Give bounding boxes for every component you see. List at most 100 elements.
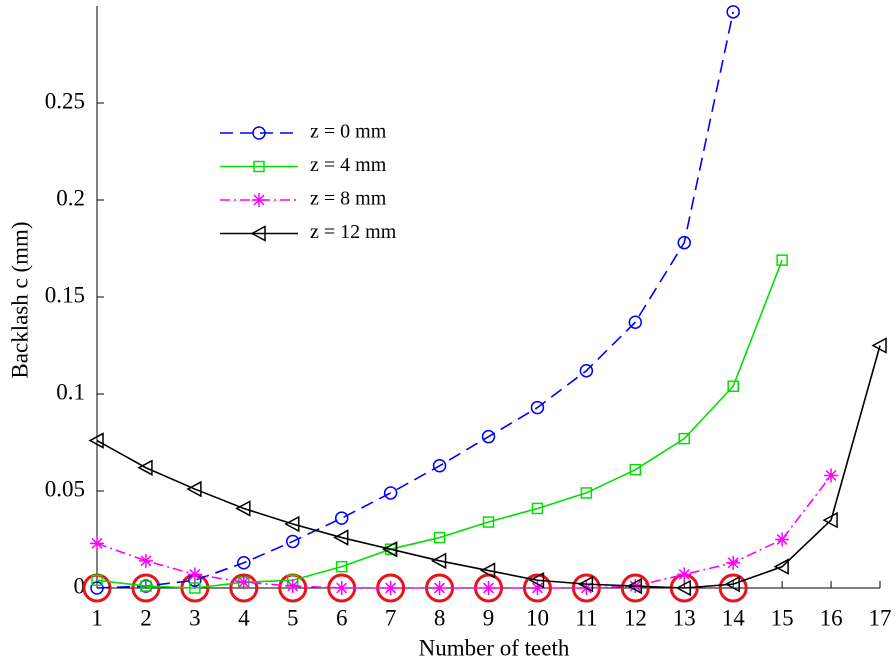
point — [580, 487, 593, 499]
legend-marker — [252, 126, 266, 140]
point — [432, 581, 447, 595]
x-tick-label: 14 — [722, 605, 746, 630]
x-tick-label: 9 — [483, 605, 495, 630]
x-tick-label: 12 — [624, 605, 647, 630]
point — [189, 582, 201, 594]
point — [235, 500, 251, 517]
point — [384, 543, 397, 555]
legend-marker — [252, 193, 266, 207]
point — [140, 580, 152, 592]
point — [577, 575, 594, 593]
x-tick-label: 16 — [820, 605, 843, 630]
x-tick-label: 15 — [771, 605, 794, 630]
point — [626, 577, 643, 595]
point — [285, 579, 300, 594]
y-tick-label: 0.1 — [56, 379, 85, 404]
point — [481, 429, 496, 444]
legend-label: z = 8 mm — [310, 188, 387, 210]
highlight-circle — [718, 573, 748, 603]
point — [824, 468, 839, 483]
point — [383, 581, 398, 595]
point — [333, 529, 349, 546]
point — [727, 380, 739, 392]
y-tick-label: 0.15 — [45, 282, 85, 307]
point — [430, 552, 447, 570]
y-axis-label: Backlash c (mm) — [7, 221, 32, 378]
point — [91, 574, 103, 586]
point — [137, 459, 153, 476]
x-tick-label: 2 — [140, 605, 152, 630]
point — [726, 555, 741, 570]
x-tick-label: 17 — [869, 605, 892, 630]
highlight-circle — [131, 573, 161, 603]
point — [90, 581, 104, 595]
series-line — [96, 259, 783, 589]
point — [530, 581, 545, 595]
point — [90, 536, 104, 551]
point — [236, 575, 251, 590]
y-tick-label: 0.05 — [45, 476, 85, 501]
point — [138, 553, 153, 568]
point — [187, 567, 202, 582]
highlight-circle — [229, 573, 259, 603]
y-tick-label: 0 — [74, 573, 86, 598]
point — [479, 562, 496, 579]
point — [775, 532, 790, 547]
x-tick-label: 13 — [673, 605, 696, 630]
point — [334, 581, 349, 595]
point — [335, 560, 348, 573]
point — [871, 337, 887, 354]
point — [773, 558, 789, 575]
point — [382, 540, 398, 558]
y-tick-label: 0.25 — [45, 88, 85, 113]
point — [579, 363, 594, 378]
x-axis-label: Number of teeth — [419, 635, 570, 660]
point — [675, 579, 691, 597]
point — [628, 315, 643, 329]
point — [776, 254, 788, 266]
x-tick-label: 3 — [189, 605, 201, 630]
point — [629, 463, 642, 476]
point — [432, 459, 447, 473]
point — [528, 571, 545, 589]
point — [237, 556, 251, 570]
y-tick-label: 0.2 — [56, 185, 85, 210]
point — [284, 515, 300, 533]
point — [677, 235, 691, 250]
x-tick-label: 6 — [336, 605, 348, 630]
highlight-circle — [522, 573, 552, 603]
point — [286, 534, 300, 549]
x-tick-label: 7 — [385, 605, 397, 630]
point — [334, 511, 349, 525]
x-tick-label: 11 — [575, 605, 597, 630]
series-line — [96, 345, 881, 589]
legend-marker — [250, 225, 266, 242]
point — [678, 432, 690, 445]
legend-label: z = 4 mm — [310, 154, 387, 176]
point — [726, 5, 740, 19]
legend-label: z = 0 mm — [310, 121, 387, 143]
point — [481, 581, 496, 595]
point — [482, 516, 495, 528]
point — [186, 480, 202, 498]
series-line — [96, 11, 734, 589]
x-tick-label: 4 — [238, 605, 250, 630]
point — [677, 567, 692, 582]
point — [383, 486, 398, 500]
point — [433, 531, 446, 544]
x-tick-label: 1 — [91, 605, 103, 630]
x-tick-label: 5 — [287, 605, 299, 630]
x-tick-label: 10 — [526, 605, 549, 630]
point — [530, 400, 545, 415]
legend-label: z = 12 mm — [310, 221, 397, 243]
legend-marker — [253, 160, 265, 173]
point — [724, 575, 740, 593]
legend: z = 0 mm z = 4 mm z = 8 mm z = 12 mm — [220, 121, 397, 243]
x-tick-label: 8 — [434, 605, 446, 630]
point — [822, 511, 838, 529]
point — [88, 432, 104, 449]
highlight-circle — [620, 573, 650, 603]
point — [531, 502, 544, 515]
series-line — [96, 474, 832, 589]
